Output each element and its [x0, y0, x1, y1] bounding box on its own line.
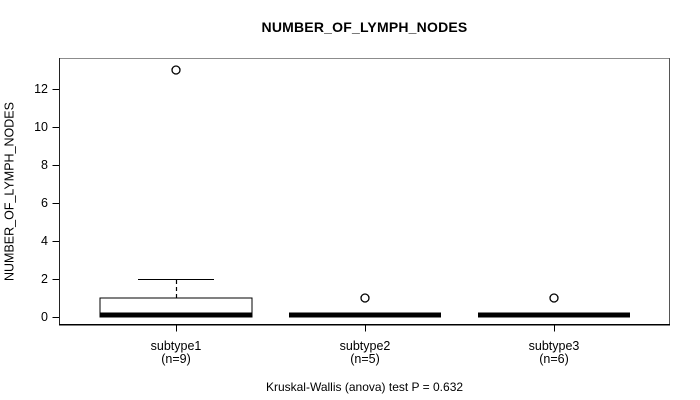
plot-frame — [59, 58, 670, 326]
outlier-point — [360, 293, 370, 303]
boxplot-subtype1 — [99, 65, 253, 318]
y-axis-tick-label: 12 — [34, 82, 48, 96]
group-n: (n=6) — [539, 352, 569, 366]
y-axis-tick-label: 10 — [34, 120, 48, 134]
boxplot-subtype2 — [289, 293, 441, 318]
boxplot-subtype3 — [478, 293, 630, 318]
group-name: subtype2 — [339, 339, 391, 353]
outlier-point — [549, 293, 559, 303]
outlier-point — [171, 65, 181, 75]
y-axis-tick-label: 0 — [41, 310, 48, 324]
group-n: (n=5) — [350, 352, 380, 366]
group-label-subtype2: subtype2 (n=5) — [305, 340, 425, 366]
y-axis-tick-label: 2 — [41, 272, 48, 286]
group-label-subtype1: subtype1 (n=9) — [116, 340, 236, 366]
y-axis-tick-label: 6 — [41, 196, 48, 210]
axis-ticks — [52, 89, 555, 332]
y-axis-label: NUMBER_OF_LYMPH_NODES — [2, 102, 17, 281]
group-name: subtype3 — [528, 339, 580, 353]
group-label-subtype3: subtype3 (n=6) — [494, 340, 614, 366]
group-name: subtype1 — [150, 339, 202, 353]
y-axis-tick-label: 8 — [41, 158, 48, 172]
group-n: (n=9) — [161, 352, 191, 366]
chart-title: NUMBER_OF_LYMPH_NODES — [261, 19, 468, 35]
y-axis-tick-label: 4 — [41, 234, 48, 248]
stats-caption: Kruskal-Wallis (anova) test P = 0.632 — [265, 380, 464, 394]
